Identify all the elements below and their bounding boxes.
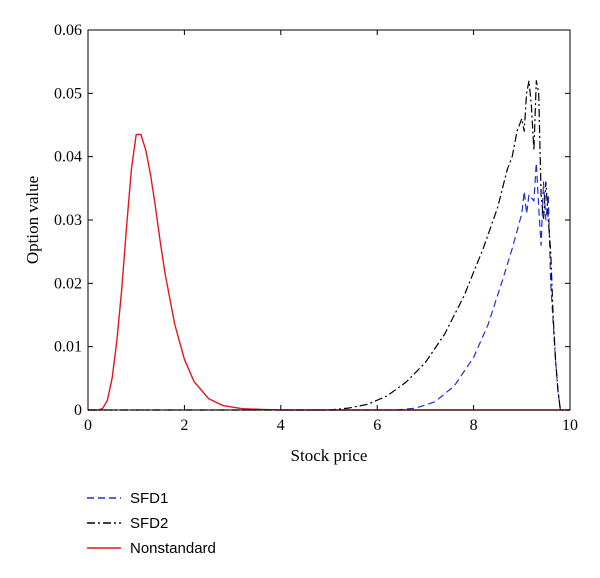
series-line-nonstandard xyxy=(88,133,570,411)
plot-frame xyxy=(87,29,571,411)
legend: SFD1 SFD2 Nonstandard xyxy=(87,490,216,557)
x-axis-label: Stock price xyxy=(291,446,368,465)
y-tick-label: 0.04 xyxy=(54,149,82,166)
x-tick-label: 8 xyxy=(470,417,478,434)
y-tick-label: 0.01 xyxy=(54,339,82,356)
x-tick-label: 10 xyxy=(562,417,578,434)
x-tick-label: 6 xyxy=(373,417,381,434)
legend-label-sfd1: SFD1 xyxy=(130,490,168,507)
y-axis-ticks: 0 0.01 0.02 0.03 0.04 0.05 0.06 xyxy=(54,22,570,419)
series-line-sfd2 xyxy=(88,80,570,411)
y-tick-label: 0.02 xyxy=(54,275,82,292)
plot-lines xyxy=(88,80,570,411)
y-tick-label: 0 xyxy=(74,402,82,419)
y-axis-label: Option value xyxy=(23,176,42,264)
legend-label-nonstandard: Nonstandard xyxy=(130,540,216,557)
legend-label-sfd2: SFD2 xyxy=(130,515,168,532)
x-axis-ticks: 0 2 4 6 8 10 xyxy=(84,30,578,434)
y-tick-label: 0.05 xyxy=(54,85,82,102)
y-tick-label: 0.06 xyxy=(54,22,82,39)
series-line-sfd1 xyxy=(88,162,570,411)
x-tick-label: 0 xyxy=(84,417,92,434)
x-tick-label: 2 xyxy=(180,417,188,434)
y-tick-label: 0.03 xyxy=(54,212,82,229)
x-tick-label: 4 xyxy=(277,417,285,434)
